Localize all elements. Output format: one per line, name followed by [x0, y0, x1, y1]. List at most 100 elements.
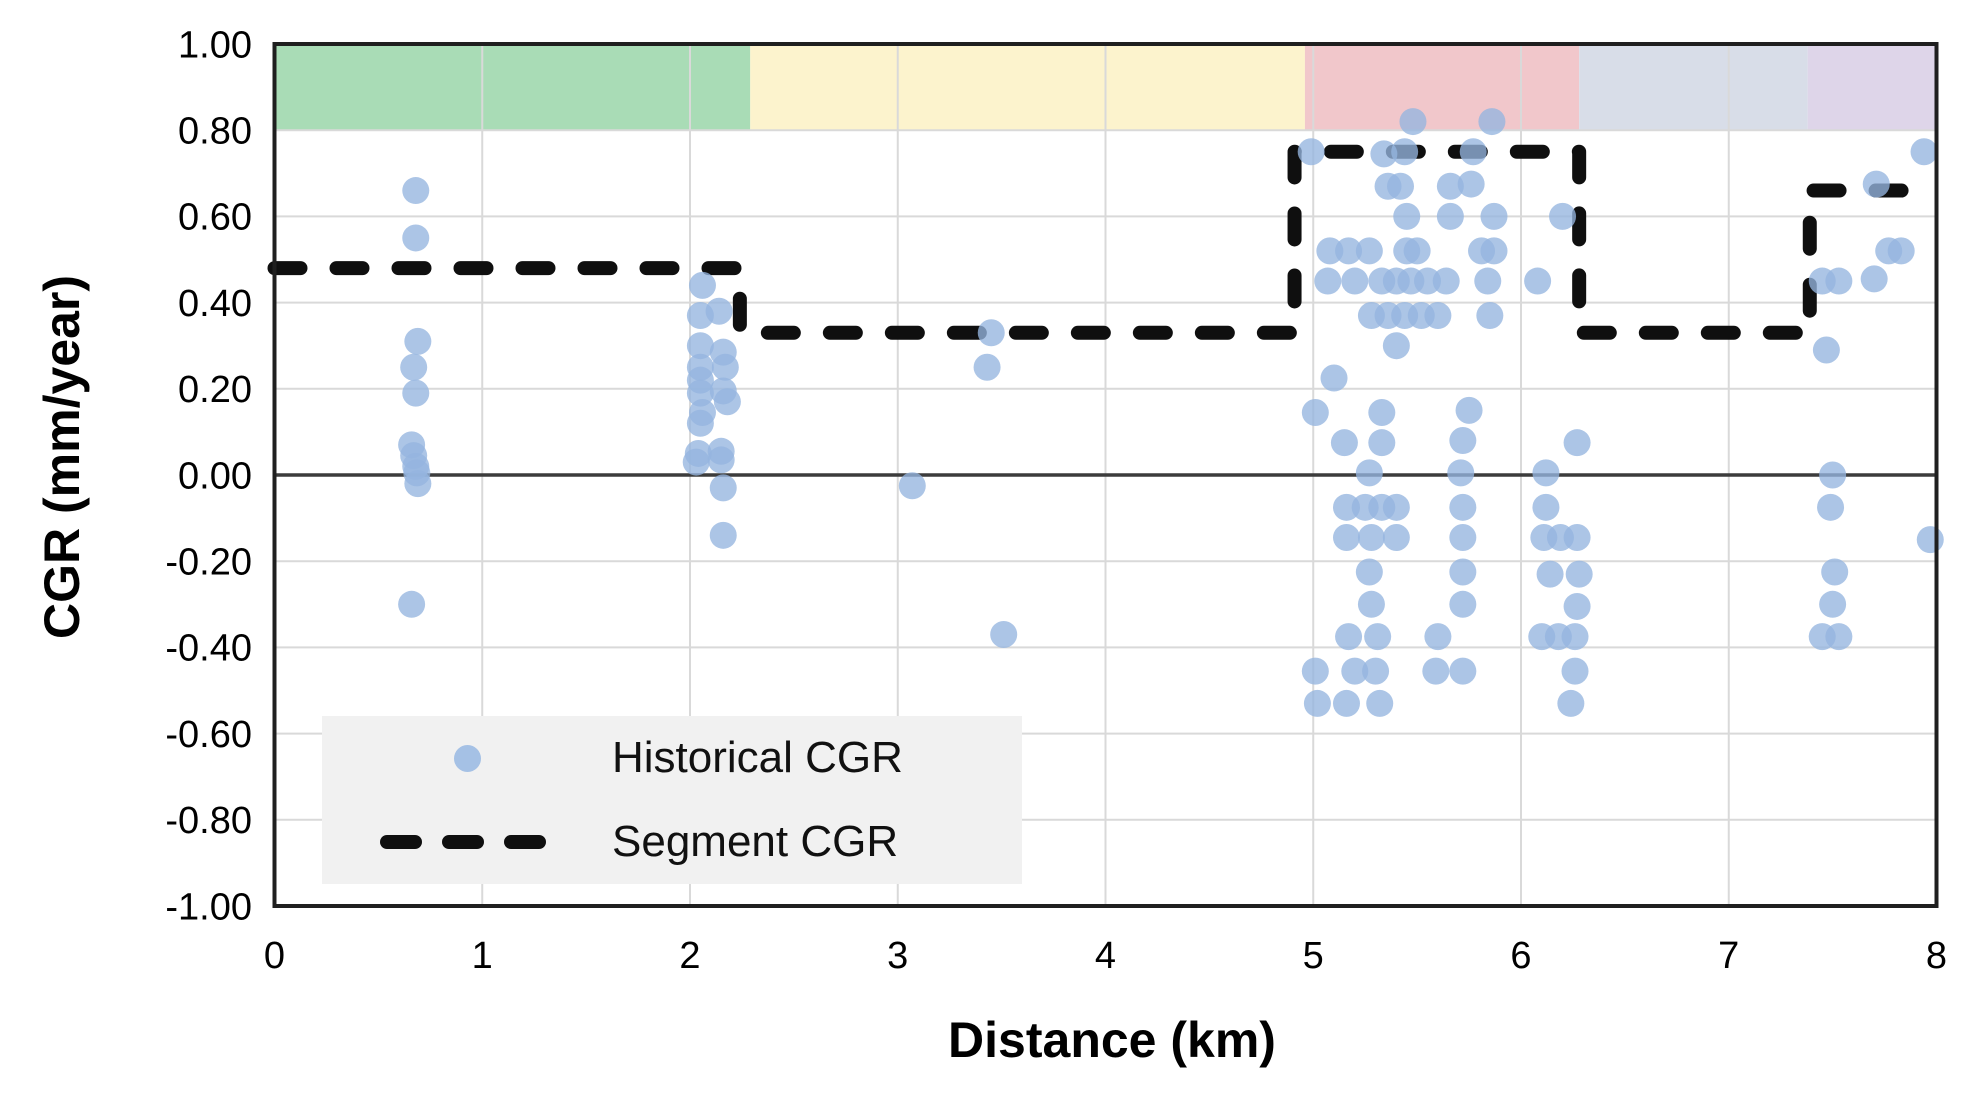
scatter-point	[707, 446, 735, 474]
scatter-point	[711, 353, 739, 381]
scatter-point	[1563, 523, 1591, 551]
scatter-point	[682, 448, 710, 476]
scatter-point	[402, 177, 430, 205]
scatter-point	[1332, 689, 1360, 717]
scatter-point	[973, 353, 1001, 381]
scatter-point	[1862, 170, 1890, 198]
scatter-point	[1320, 364, 1348, 392]
x-tick-label: 0	[264, 935, 285, 977]
scatter-point	[402, 379, 430, 407]
legend-label-historical-cgr: Historical CGR	[612, 733, 903, 782]
scatter-point	[398, 590, 426, 618]
scatter-point	[1821, 558, 1849, 586]
scatter-point	[1480, 202, 1508, 230]
scatter-point	[1449, 493, 1477, 521]
risk-band	[1579, 44, 1808, 131]
scatter-point	[709, 474, 737, 502]
y-tick-label: -0.80	[165, 800, 252, 842]
scatter-point	[1341, 267, 1369, 295]
scatter-point	[1422, 657, 1450, 685]
scatter-point	[1355, 237, 1383, 265]
scatter-point	[1335, 623, 1363, 651]
scatter-point	[705, 297, 733, 325]
scatter-point	[1819, 590, 1847, 618]
scatter-point	[1910, 138, 1938, 166]
y-tick-label: 1.00	[178, 24, 252, 66]
scatter-point	[400, 353, 428, 381]
scatter-point	[1557, 689, 1585, 717]
scatter-point	[1297, 138, 1325, 166]
scatter-point	[1364, 623, 1392, 651]
historical-cgr-points	[398, 108, 1944, 717]
plot-border	[272, 42, 1939, 908]
x-tick-label: 4	[1095, 935, 1116, 977]
legend-item-historical-cgr: Historical CGR	[322, 716, 1022, 800]
x-tick-label: 7	[1718, 935, 1739, 977]
scatter-point	[1382, 493, 1410, 521]
scatter-point	[1561, 657, 1589, 685]
y-tick-label: 0.00	[178, 455, 252, 497]
scatter-point	[1812, 336, 1840, 364]
scatter-point	[709, 521, 737, 549]
x-tick-label: 1	[472, 935, 493, 977]
scatter-point	[1357, 523, 1385, 551]
y-tick-label: -0.20	[165, 542, 252, 584]
scatter-point	[1817, 493, 1845, 521]
scatter-point	[713, 388, 741, 416]
segment-cgr-line	[267, 144, 1944, 340]
scatter-point	[1524, 267, 1552, 295]
risk-bands	[274, 44, 1937, 131]
scatter-point	[1332, 523, 1360, 551]
risk-band	[1304, 44, 1580, 131]
y-tick-label: 0.80	[178, 111, 252, 153]
scatter-point	[1414, 267, 1442, 295]
scatter-point	[1303, 689, 1331, 717]
scatter-point	[1387, 172, 1415, 200]
scatter-point	[1357, 590, 1385, 618]
y-tick-label: 0.20	[178, 369, 252, 411]
scatter-point	[1301, 657, 1329, 685]
x-tick-label: 3	[887, 935, 908, 977]
y-tick-label: 0.60	[178, 197, 252, 239]
scatter-point	[1436, 172, 1464, 200]
scatter-point	[1474, 267, 1502, 295]
scatter-point	[1532, 493, 1560, 521]
y-tick-label: -1.00	[165, 886, 252, 928]
scatter-point	[1393, 202, 1421, 230]
scatter-point	[1819, 461, 1847, 489]
scatter-point	[1916, 526, 1944, 554]
scatter-point	[1366, 689, 1394, 717]
scatter-point	[1368, 399, 1396, 427]
legend-item-segment-cgr: Segment CGR	[322, 800, 1022, 884]
scatter-point	[1399, 108, 1427, 136]
scatter-point	[1370, 140, 1398, 168]
scatter-point	[1330, 429, 1358, 457]
scatter-point	[1561, 623, 1589, 651]
scatter-point	[1341, 657, 1369, 685]
scatter-point	[1825, 267, 1853, 295]
dashed-line-icon	[380, 835, 554, 849]
scatter-point	[1449, 657, 1477, 685]
scatter-point	[1565, 560, 1593, 588]
scatter-point	[1536, 560, 1564, 588]
scatter-point	[1301, 399, 1329, 427]
scatter-point	[1432, 267, 1460, 295]
scatter-point	[1449, 427, 1477, 455]
scatter-point	[1478, 108, 1506, 136]
scatter-point	[1449, 558, 1477, 586]
scatter-point	[1476, 302, 1504, 330]
scatter-point	[977, 319, 1005, 347]
scatter-point	[1316, 237, 1344, 265]
scatter-point	[1368, 429, 1396, 457]
scatter-point	[686, 409, 714, 437]
scatter-point	[1563, 429, 1591, 457]
y-tick-label: -0.40	[165, 628, 252, 670]
scatter-point	[1825, 623, 1853, 651]
scatter-point	[1436, 202, 1464, 230]
scatter-point	[686, 332, 714, 360]
tick-labels: 1.00 0.80 0.60 0.40 0.20 0.00 -0.20 -0.40 -0.60 -…	[165, 24, 1947, 977]
scatter-point	[1424, 302, 1452, 330]
risk-band	[750, 44, 1305, 131]
scatter-point	[1480, 237, 1508, 265]
